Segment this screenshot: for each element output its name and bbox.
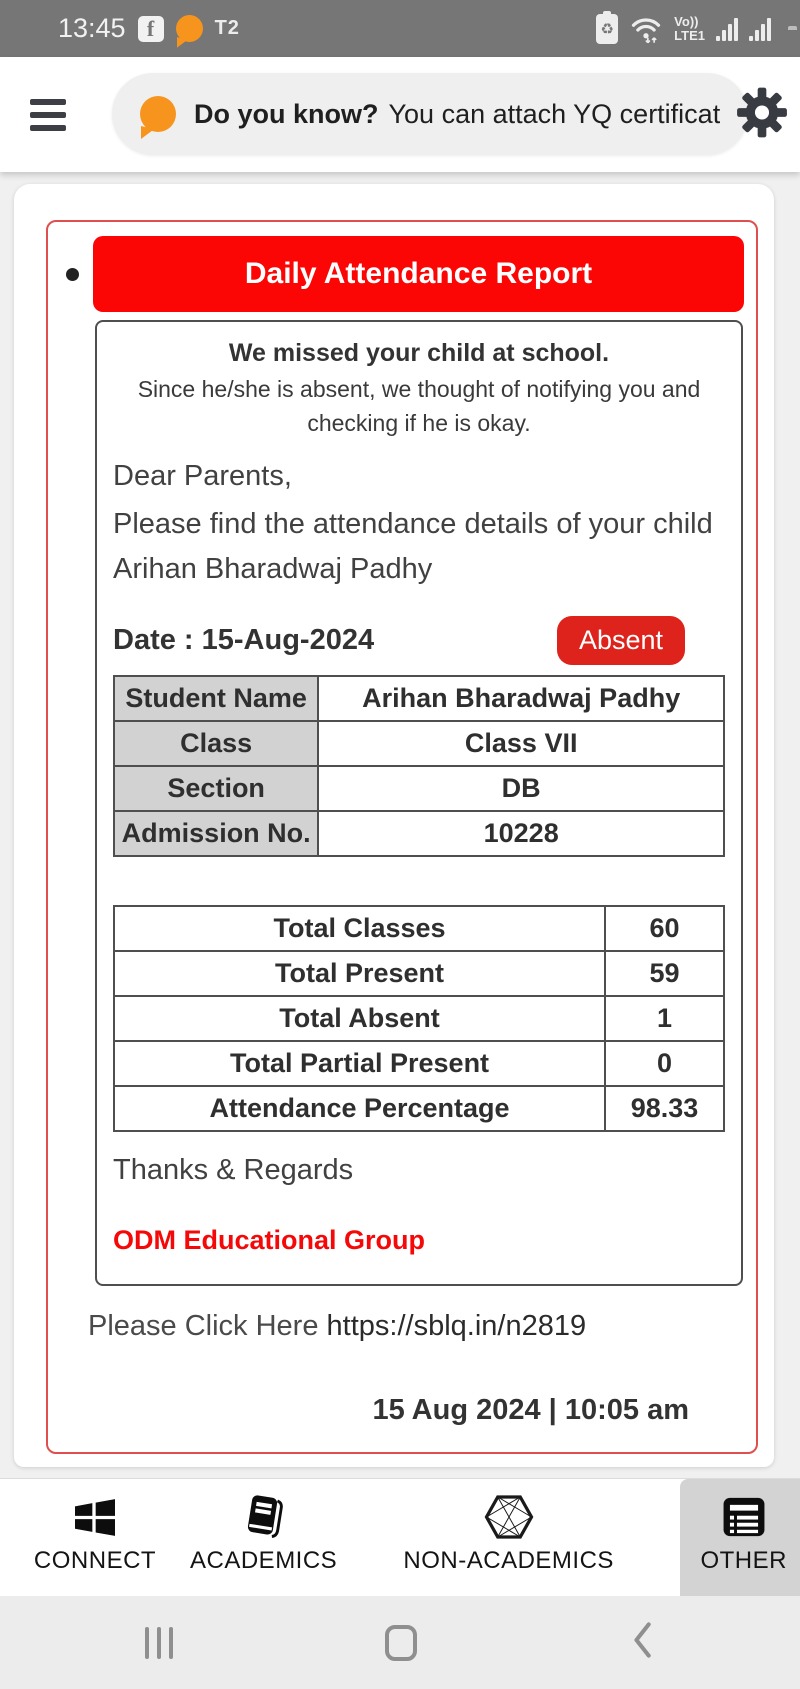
table-row: Student Name Arihan Bharadwaj Padhy (112, 675, 725, 722)
table-row: Section DB (112, 765, 725, 812)
link-prefix: Please Click Here (88, 1310, 327, 1342)
student-table: Student Name Arihan Bharadwaj Padhy Clas… (112, 675, 725, 857)
table-row: Total Absent 1 (112, 995, 725, 1042)
tab-label: NON-ACADEMICS (403, 1547, 614, 1574)
row-value: Class VII (317, 720, 725, 767)
signal-bars-icon (716, 17, 738, 41)
tab-non-academics[interactable]: NON-ACADEMICS (337, 1479, 680, 1596)
row-value: 10228 (317, 810, 725, 857)
table-row: Attendance Percentage 98.33 (112, 1085, 725, 1132)
status-badge: Absent (556, 616, 685, 665)
row-label: Admission No. (112, 810, 320, 857)
row-value: 1 (604, 995, 725, 1042)
facebook-icon: f (137, 15, 164, 42)
windows-grid-icon (71, 1491, 119, 1543)
recents-button[interactable] (145, 1626, 173, 1659)
row-value: 98.33 (604, 1085, 725, 1132)
wifi-icon (632, 17, 661, 43)
tab-label: OTHER (700, 1547, 787, 1574)
row-value: 60 (604, 905, 725, 952)
signature-text: ODM Educational Group (113, 1225, 426, 1255)
summary-table: Total Classes 60 Total Present 59 Total … (112, 905, 725, 1132)
closing-text: Thanks & Regards (113, 1154, 354, 1186)
row-label: Section (112, 765, 320, 812)
bottom-nav: CONNECT ACADEMICS (0, 1478, 800, 1596)
link-line: Please Click Here https://sblq.in/n2819 (88, 1304, 744, 1348)
book-icon (242, 1491, 286, 1543)
row-value: DB (317, 765, 725, 812)
home-button[interactable] (385, 1624, 417, 1661)
hamburger-menu-icon[interactable] (30, 98, 66, 131)
android-nav-bar (0, 1596, 800, 1689)
row-label: Class (112, 720, 320, 767)
back-button[interactable] (629, 1621, 655, 1664)
chat-bubble-icon (175, 15, 203, 42)
report-body: We missed your child at school. Since he… (95, 320, 743, 1286)
greeting: Dear Parents, (113, 460, 292, 492)
missed-heading: We missed your child at school. (228, 339, 610, 367)
message-timestamp: 15 Aug 2024 | 10:05 am (372, 1394, 689, 1426)
tab-label: ACADEMICS (190, 1547, 338, 1574)
gear-icon[interactable] (736, 86, 788, 143)
row-label: Total Present (112, 950, 607, 997)
carrier-logo: T2 (214, 17, 240, 39)
status-bar: 13:45 f T2 ♻ Vo)) LTE1 (0, 0, 800, 57)
app-header: Do you know? You can attach YQ certificat… (0, 57, 800, 172)
table-row: Total Partial Present 0 (112, 1040, 725, 1087)
date-label: Date : 15-Aug-2024 (113, 624, 375, 656)
date-row: Date : 15-Aug-2024 Absent (113, 616, 725, 665)
intro-text: Please find the attendance details of yo… (113, 508, 713, 585)
row-value: 0 (604, 1040, 725, 1087)
row-label: Total Absent (112, 995, 607, 1042)
tip-banner[interactable]: Do you know? You can attach YQ certificat… (112, 73, 748, 155)
tab-connect[interactable]: CONNECT (0, 1479, 190, 1596)
row-label: Student Name (112, 675, 320, 722)
row-value: 59 (604, 950, 725, 997)
report-header: Daily Attendance Report (66, 236, 744, 312)
report-link[interactable]: https://sblq.in/n2819 (326, 1310, 587, 1342)
table-row: Admission No. 10228 (112, 810, 725, 857)
row-value: Arihan Bharadwaj Padhy (317, 675, 725, 722)
missed-subtext: Since he/she is absent, we thought of no… (137, 376, 701, 436)
row-label: Attendance Percentage (112, 1085, 607, 1132)
tab-academics[interactable]: ACADEMICS (190, 1479, 337, 1596)
attendance-report-card: Daily Attendance Report We missed your c… (46, 220, 758, 1454)
row-label: Total Partial Present (112, 1040, 607, 1087)
table-row: Class Class VII (112, 720, 725, 767)
tab-label: CONNECT (33, 1547, 157, 1574)
network-type-label: Vo)) LTE1 (674, 13, 705, 43)
table-row: Total Classes 60 (112, 905, 725, 952)
signal-bars-icon (749, 17, 771, 41)
bullet-icon (66, 267, 79, 281)
status-time: 13:45 (58, 13, 126, 43)
chat-bubble-icon (140, 96, 176, 132)
battery-saver-icon: ♻ (596, 10, 619, 44)
list-panel-icon (721, 1491, 767, 1543)
message-list[interactable]: Daily Attendance Report We missed your c… (0, 172, 800, 1478)
hexagon-wireframe-icon (484, 1491, 534, 1543)
report-title: Daily Attendance Report (93, 236, 744, 312)
message-sheet: Daily Attendance Report We missed your c… (14, 184, 774, 1467)
row-label: Total Classes (112, 905, 607, 952)
table-row: Total Present 59 (112, 950, 725, 997)
tab-other[interactable]: OTHER (680, 1479, 800, 1596)
tip-text: Do you know? You can attach YQ certificat… (194, 98, 720, 129)
